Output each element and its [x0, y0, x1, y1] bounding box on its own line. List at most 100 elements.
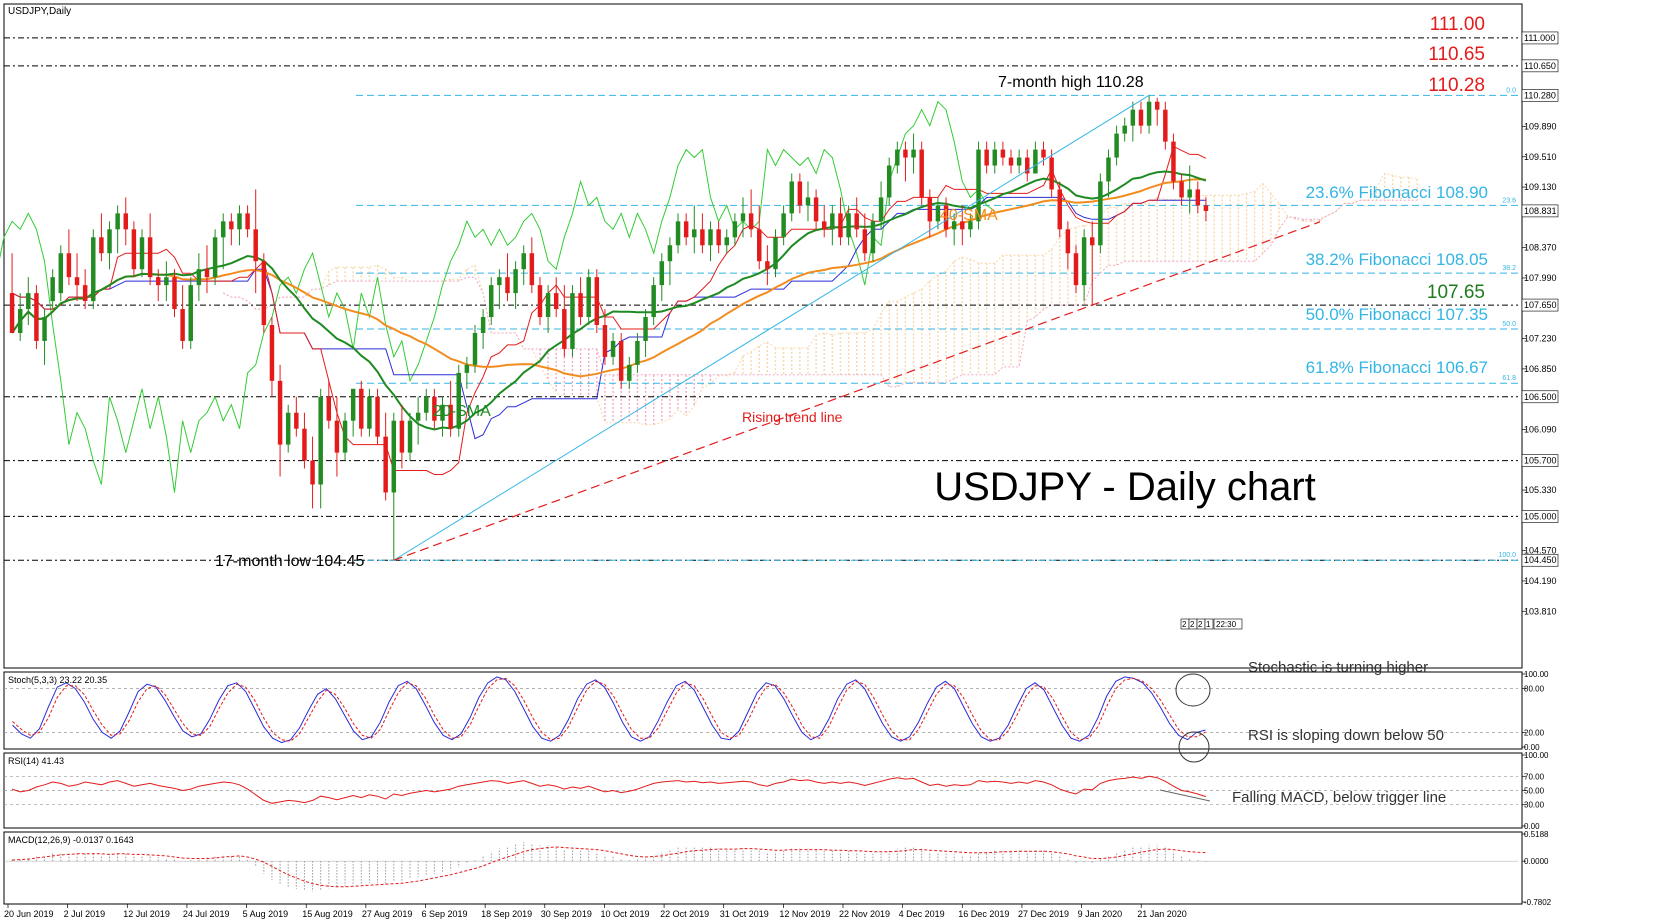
candle-body [188, 285, 193, 341]
candle-body [310, 460, 315, 485]
candle-body [708, 229, 713, 246]
candle-body [375, 396, 380, 437]
candle-body [1154, 101, 1160, 110]
y-tick-label: 108.831 [1524, 206, 1557, 216]
macd-label: MACD(12,26,9) -0.0137 0.1643 [8, 835, 134, 845]
candle-body [139, 237, 145, 270]
candle-body [367, 396, 372, 429]
candle-body [1025, 157, 1030, 174]
annotation-17-month-low: 17-month low 104.45 [215, 553, 365, 570]
x-tick-label: 24 Jul 2019 [183, 909, 230, 919]
stochastic-panel-frame [3, 671, 1523, 750]
candle-body [334, 420, 340, 453]
y-tick-label: 109.890 [1524, 121, 1557, 131]
candle-body [968, 221, 973, 230]
y-tick-label: 106.850 [1524, 364, 1557, 374]
candle-body [180, 309, 185, 341]
candle-body [773, 237, 778, 270]
candle-body [960, 221, 965, 230]
stochastic-tick-label: 0.00 [1524, 743, 1540, 752]
candle-body [732, 221, 738, 238]
candle-body [862, 229, 868, 254]
y-tick-label: 106.090 [1524, 424, 1557, 434]
candle-body [1146, 101, 1152, 126]
candle-body [984, 149, 989, 166]
candle-body [1114, 133, 1119, 158]
candle-body [204, 269, 210, 278]
x-tick-label: 30 Sep 2019 [541, 909, 592, 919]
candle-body [529, 253, 535, 286]
rsi-tick-label: 70.00 [1524, 772, 1545, 781]
candle-body [74, 277, 80, 286]
candle-body [359, 388, 364, 429]
candle-body [610, 340, 616, 357]
swing-line-low-to-high [393, 94, 1150, 561]
y-tick-box [1521, 59, 1559, 73]
candle-body [1163, 109, 1168, 142]
horizontal-levels [4, 37, 1518, 561]
y-tick-box [1521, 553, 1559, 567]
time-marker-box [1213, 618, 1243, 630]
candle-body [172, 277, 177, 310]
candle-body [602, 325, 608, 357]
candle-body [692, 229, 697, 238]
rsi-tick-label: 30.00 [1524, 801, 1545, 810]
y-tick-label: 104.190 [1524, 576, 1557, 586]
candle-body [927, 197, 933, 222]
rsi-tick-label: 100.00 [1524, 751, 1549, 760]
candle-body [618, 340, 624, 381]
candle-body [1000, 149, 1006, 158]
y-tick-label: 105.330 [1524, 485, 1557, 495]
stochastic-highlight-circle [1175, 673, 1211, 707]
candle-body [1098, 181, 1103, 246]
candle-body [903, 149, 908, 158]
candle-body [521, 253, 526, 270]
candle-body [830, 213, 835, 230]
candle-body [992, 149, 998, 166]
date-axis: 20 Jun 2019 2 Jul 2019 12 Jul 2019 24 Jul 2… [4, 904, 1187, 919]
candle-body [757, 229, 762, 262]
candle-body [383, 436, 388, 493]
x-tick-label: 22 Nov 2019 [839, 909, 890, 919]
senkou-span-a-line [222, 172, 1418, 426]
candle-body [9, 293, 15, 333]
x-tick-label: 31 Oct 2019 [720, 909, 769, 919]
stochastic-tick-label: 20.00 [1524, 728, 1545, 737]
y-tick-box [1521, 89, 1559, 102]
candle-body [821, 221, 827, 230]
chikou-span-line [0, 100, 996, 493]
candle-body [472, 332, 478, 365]
y-tick-box [1521, 31, 1559, 45]
x-tick-label: 27 Dec 2019 [1018, 909, 1069, 919]
stochastic-panel: 100.00 80.00 20.00 0.00 [4, 670, 1549, 752]
candle-body [943, 205, 949, 230]
candle-body [886, 165, 892, 198]
candle-body [781, 213, 786, 238]
candle-body [716, 229, 721, 246]
candle-body [58, 253, 64, 294]
candle-body [480, 317, 486, 333]
candle-body [17, 309, 23, 333]
macd-highlight-arrow [1159, 789, 1211, 802]
y-tick-box [1521, 510, 1559, 523]
candle-body [562, 309, 567, 349]
candle-body [318, 396, 323, 485]
candle-body [1203, 205, 1209, 211]
x-tick-label: 12 Nov 2019 [779, 909, 830, 919]
candle-body [683, 221, 689, 238]
y-tick-label: 109.130 [1524, 182, 1557, 192]
y-tick-label: 110.280 [1524, 90, 1556, 100]
candle-body [1033, 149, 1038, 174]
x-tick-label: 27 Aug 2019 [362, 909, 413, 919]
candle-body [1195, 189, 1201, 206]
fibonacci-ratio-label: 23.6 [1502, 197, 1516, 204]
candle-body [237, 213, 242, 230]
x-tick-label: 20 Jun 2019 [4, 909, 54, 919]
level-label-110-65: 110.65 [1428, 44, 1485, 65]
candle-body [261, 261, 267, 326]
candle-body [50, 277, 55, 302]
candle-body [26, 293, 31, 310]
stochastic-signal-line [12, 677, 1206, 742]
